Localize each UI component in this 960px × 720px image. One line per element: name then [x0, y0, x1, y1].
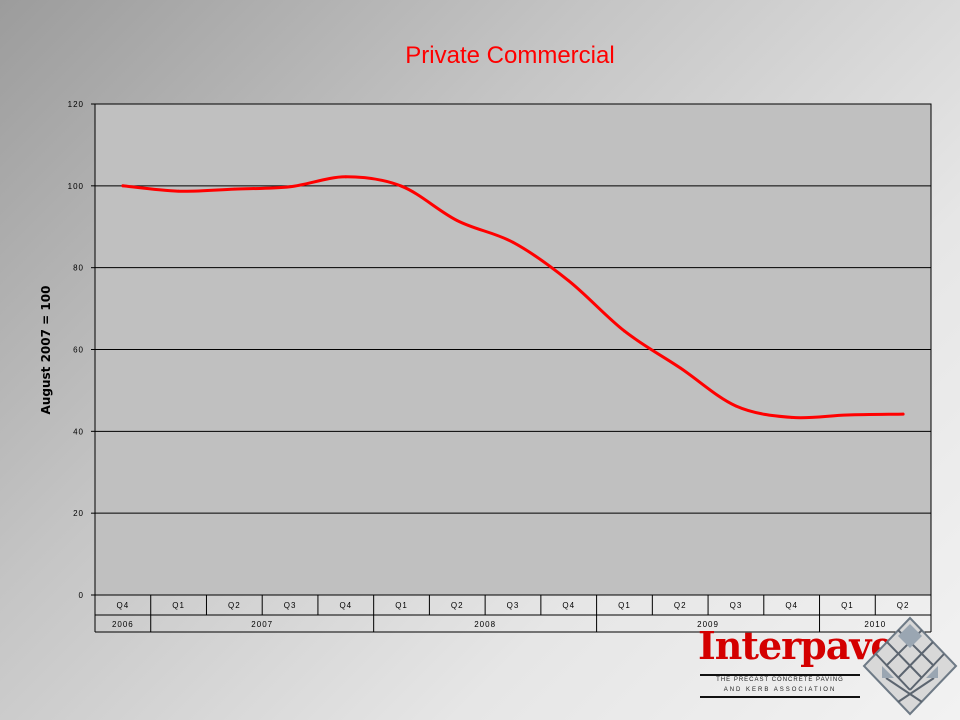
x-tick-label: Q2 — [674, 601, 687, 610]
x-tick-label: Q4 — [339, 601, 352, 610]
data-point — [567, 279, 571, 283]
logo-tagline-1: THE PRECAST CONCRETE PAVING — [716, 677, 844, 683]
x-tick-label: Q2 — [897, 601, 910, 610]
logo-tagline-2: AND KERB ASSOCIATION — [723, 687, 837, 693]
y-axis: 0 20 40 60 80 100 120 — [68, 100, 95, 600]
data-point — [400, 184, 403, 188]
x-tick-label: Q1 — [172, 601, 185, 610]
slide-title: Private Commercial — [405, 42, 615, 69]
data-point — [232, 187, 236, 191]
x-tick-label: Q4 — [562, 601, 575, 610]
y-tick-label: 40 — [73, 427, 84, 436]
data-point — [344, 175, 348, 179]
y-axis-label: August 2007 = 100 — [39, 286, 53, 415]
year-label: 2007 — [251, 620, 273, 629]
year-label: 2006 — [112, 620, 134, 629]
data-point — [288, 185, 292, 189]
interpave-logo: Interpave THE PRECAST CONCRETE PAVING AN… — [680, 612, 960, 720]
x-tick-label: Q1 — [618, 601, 631, 610]
data-point — [121, 184, 125, 188]
y-tick-label: 100 — [68, 182, 84, 191]
logo-rule — [700, 696, 860, 698]
gridlines — [95, 185, 931, 514]
logo-rule — [700, 674, 860, 676]
series-line — [121, 175, 905, 420]
data-point — [734, 404, 738, 408]
data-point — [901, 412, 905, 416]
logo-wordmark: Interpave — [698, 623, 895, 668]
y-tick-label: 0 — [79, 591, 84, 600]
data-point — [846, 413, 849, 417]
data-point — [623, 329, 626, 333]
x-axis: Q4 Q1 Q2 Q3 Q4 Q1 Q2 Q3 Q4 Q1 Q2 Q3 Q4 Q1 Q2 2006 2007 20… — [94, 595, 932, 633]
x-tick-label: Q1 — [841, 601, 854, 610]
x-tick-label: Q3 — [284, 601, 297, 610]
x-tick-label: Q4 — [117, 601, 130, 610]
y-tick-label: 20 — [73, 509, 84, 518]
paving-diamond-icon — [862, 616, 958, 716]
data-point — [511, 240, 515, 244]
data-point — [177, 189, 181, 193]
y-tick-label: 80 — [73, 264, 84, 273]
x-tick-label: Q3 — [507, 601, 520, 610]
year-label: 2009 — [697, 620, 719, 629]
x-tick-label: Q2 — [228, 601, 241, 610]
x-tick-label: Q3 — [730, 601, 743, 610]
x-tick-label: Q2 — [451, 601, 464, 610]
series-layer — [121, 175, 905, 420]
y-tick-label: 60 — [73, 346, 84, 355]
year-label: 2010 — [864, 620, 886, 629]
data-point — [790, 416, 794, 419]
year-label: 2008 — [474, 620, 496, 629]
x-tick-label: Q1 — [395, 601, 408, 610]
y-tick-label: 120 — [68, 100, 84, 109]
data-point — [455, 219, 459, 223]
data-point — [678, 366, 682, 370]
x-tick-label: Q4 — [785, 601, 798, 610]
